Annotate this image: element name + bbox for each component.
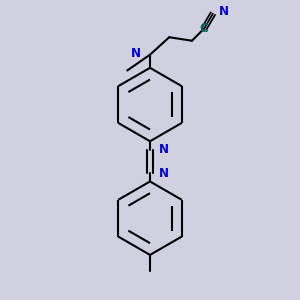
- Text: N: N: [159, 142, 169, 156]
- Text: N: N: [131, 47, 141, 60]
- Text: N: N: [219, 4, 229, 17]
- Text: C: C: [200, 22, 208, 35]
- Text: N: N: [159, 167, 169, 180]
